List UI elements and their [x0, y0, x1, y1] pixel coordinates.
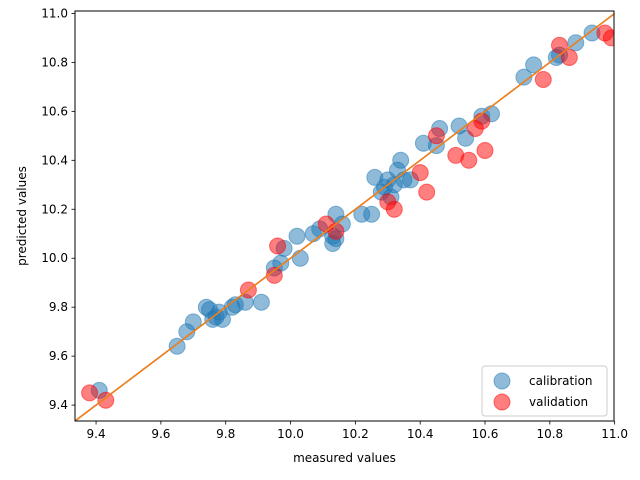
calibration-point	[392, 151, 410, 169]
x-axis: 9.4 9.6 9.8 10.0 10.2 10.4 10.6 10.8 11.0	[87, 421, 628, 441]
calibration-point	[525, 56, 543, 74]
calibration-point	[214, 310, 231, 328]
calibration-point	[288, 227, 306, 245]
calibration-point	[515, 68, 533, 86]
legend: calibration validation	[481, 365, 608, 417]
y-axis: 9.4 9.6 9.8 10.0 10.2 10.4 10.6 10.8 11.0	[41, 6, 75, 412]
x-tick-label: 9.6	[151, 427, 170, 441]
reference-lines	[75, 13, 614, 421]
legend-frame	[481, 365, 608, 417]
validation-point	[560, 49, 578, 66]
validation-point	[551, 36, 568, 54]
x-tick-label: 11.0	[601, 427, 628, 441]
calibration-point	[184, 313, 202, 331]
calibration-point	[168, 337, 186, 355]
x-tick-label: 9.8	[216, 427, 235, 441]
y-tick-label: 10.2	[41, 202, 68, 216]
x-tick-label: 10.6	[472, 427, 499, 441]
validation-point	[473, 112, 491, 130]
calibration-point	[363, 205, 381, 223]
validation-point	[418, 183, 436, 201]
x-tick-label: 10.2	[342, 427, 369, 441]
y-tick-label: 10.8	[41, 55, 68, 69]
validation-point	[427, 127, 445, 145]
legend-marker-validation	[493, 393, 511, 411]
validation-point	[411, 164, 429, 182]
y-tick-label: 10.4	[41, 153, 68, 167]
y-tick-label: 10.6	[41, 104, 68, 118]
validation-point	[81, 384, 99, 402]
validation-point	[265, 266, 283, 284]
y-tick-label: 9.4	[49, 398, 68, 412]
y-tick-label: 9.8	[49, 300, 68, 314]
x-tick-label: 10.8	[536, 427, 563, 441]
validation-point	[460, 151, 478, 169]
y-axis-label: predicted values	[15, 166, 29, 266]
plot-area	[74, 10, 615, 422]
reference-line	[75, 13, 614, 421]
calibration-point	[291, 249, 309, 267]
plot-frame	[74, 10, 615, 422]
y-tick-label: 11.0	[41, 6, 68, 20]
x-tick-label: 10.4	[407, 427, 434, 441]
validation-point	[534, 71, 552, 88]
validation-point	[327, 222, 345, 240]
calibration-point	[252, 293, 270, 311]
validation-point	[97, 391, 115, 409]
y-tick-label: 10.0	[41, 251, 68, 265]
x-tick-label: 9.4	[87, 427, 106, 441]
x-tick-label: 10.0	[277, 427, 304, 441]
x-axis-label: measured values	[293, 451, 396, 465]
legend-marker-calibration	[493, 372, 511, 390]
legend-label-validation: validation	[529, 395, 588, 409]
points-layer	[81, 24, 614, 409]
legend-label-calibration: calibration	[529, 374, 593, 388]
validation-point	[476, 142, 494, 159]
validation-point	[385, 200, 403, 218]
validation-point	[269, 237, 287, 255]
y-tick-label: 9.6	[49, 349, 68, 363]
validation-point	[602, 29, 614, 47]
